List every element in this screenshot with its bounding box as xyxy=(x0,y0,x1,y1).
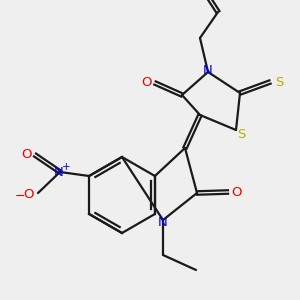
Text: N: N xyxy=(158,215,168,229)
Text: O: O xyxy=(232,185,242,199)
Text: O: O xyxy=(21,148,31,161)
Text: N: N xyxy=(203,64,213,76)
Text: +: + xyxy=(62,162,70,172)
Text: S: S xyxy=(237,128,245,142)
Text: O: O xyxy=(141,76,151,89)
Text: −: − xyxy=(15,190,25,202)
Text: O: O xyxy=(24,188,34,202)
Text: S: S xyxy=(275,76,283,88)
Text: N: N xyxy=(54,166,64,178)
